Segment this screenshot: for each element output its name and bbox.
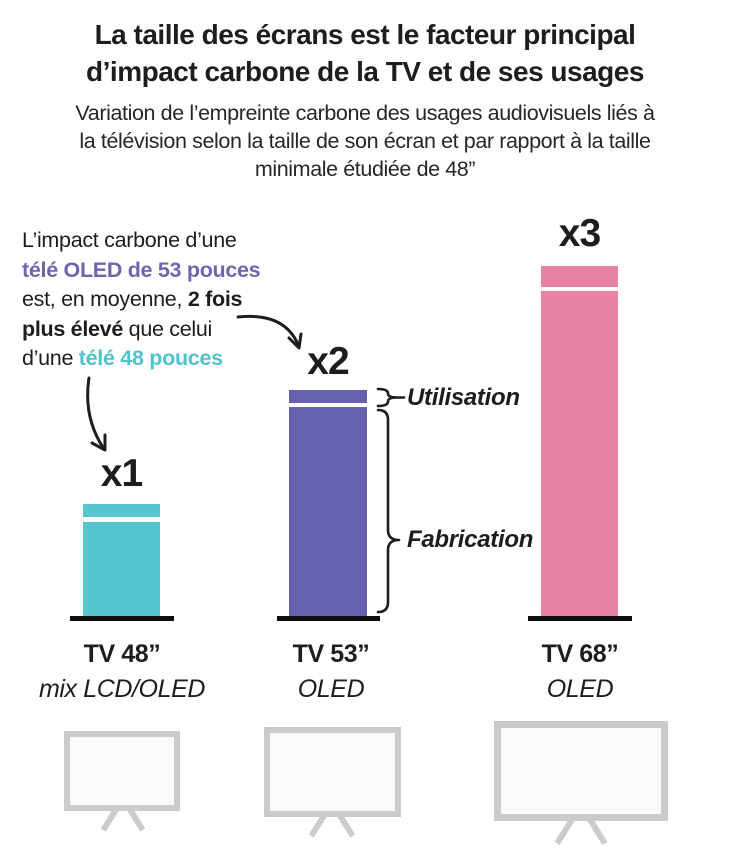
fabrication-label: Fabrication (407, 526, 534, 553)
callout-segment: est, en moyenne, (22, 287, 188, 311)
utilisation-brace (376, 387, 406, 408)
callout-segment-teal: télé 48 pouces (78, 346, 223, 370)
multiplier-label-x2: x2 (307, 340, 349, 383)
callout-line: L’impact carbone d’une (22, 226, 322, 256)
fabrication-brace (376, 408, 401, 614)
category-name: TV 68” (541, 640, 619, 668)
bar-tv68-fabrication-segment (541, 291, 618, 617)
category-subname: OLED (297, 675, 365, 703)
baseline-tv48 (70, 616, 174, 621)
callout-segment-bold: 2 fois (187, 287, 243, 311)
multiplier-label-x1: x1 (100, 452, 143, 495)
callout-line: est, en moyenne, 2 fois (22, 285, 322, 315)
bar-tv48-fabrication-segment (83, 522, 160, 617)
callout-segment-bold: plus élevé (22, 316, 123, 341)
category-subname: mix LCD/OLED (38, 675, 206, 703)
baseline-tv68 (528, 616, 632, 621)
category-name: TV 53” (292, 640, 370, 668)
page-subtitle-line2: la télévision selon la taille de son écr… (79, 129, 651, 153)
utilisation-label: Utilisation (407, 384, 520, 411)
page-title: La taille des écrans est le facteur prin… (0, 16, 730, 90)
multiplier-label-x3: x3 (558, 212, 601, 255)
callout-text: L’impact carbone d’une télé OLED de 53 p… (22, 226, 322, 374)
tv-large-icon (494, 721, 668, 821)
arrow-to-x1 (86, 376, 107, 452)
bar-tv48-utilisation-segment (83, 504, 160, 517)
baseline-tv53 (277, 616, 380, 621)
callout-segment: d’une (22, 346, 79, 370)
category-label-tv68: TV 68” OLED (480, 640, 680, 704)
bar-tv53-utilisation-segment (289, 390, 367, 403)
page-subtitle: Variation de l’empreinte carbone des usa… (15, 99, 715, 183)
tv-small-icon (64, 731, 180, 811)
category-subname: OLED (546, 675, 614, 703)
page-title-line2: d’impact carbone de la TV et de ses usag… (86, 56, 644, 87)
category-label-tv53: TV 53” OLED (231, 640, 431, 704)
callout-line: télé OLED de 53 pouces (22, 256, 322, 286)
bar-tv68-utilisation-segment (541, 266, 618, 287)
category-name: TV 48” (83, 640, 161, 668)
callout-segment: que celui (122, 316, 213, 341)
callout-segment: L’impact carbone d’une (22, 228, 237, 252)
page-subtitle-line3: minimale étudiée de 48” (254, 157, 476, 181)
page-title-line1: La taille des écrans est le facteur prin… (94, 19, 636, 50)
callout-line: plus élevé que celui (22, 315, 322, 345)
tv-medium-icon (264, 727, 401, 817)
callout-line: d’une télé 48 pouces (22, 344, 322, 374)
category-label-tv48: TV 48” mix LCD/OLED (22, 640, 222, 704)
callout-segment-purple: télé OLED de 53 pouces (22, 257, 261, 282)
bar-tv53-fabrication-segment (289, 407, 367, 617)
page-subtitle-line1: Variation de l’empreinte carbone des usa… (75, 101, 655, 125)
